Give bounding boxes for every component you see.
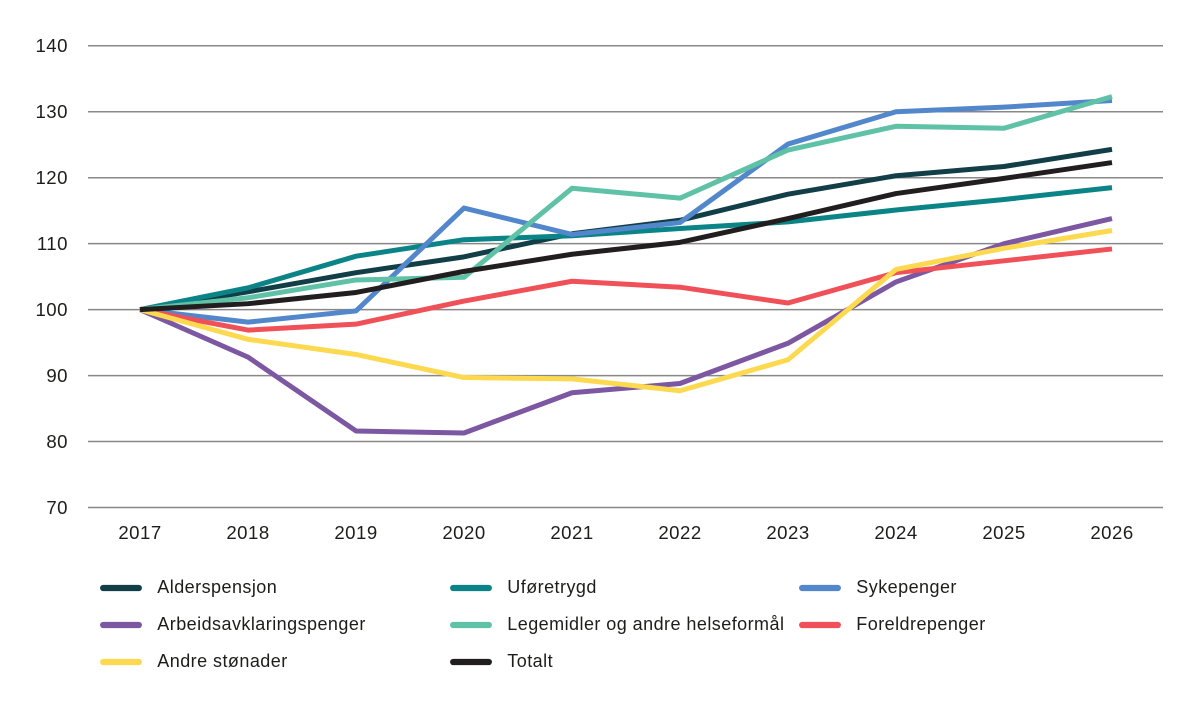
svg-text:2019: 2019: [334, 522, 377, 543]
svg-text:70: 70: [46, 497, 68, 518]
svg-text:130: 130: [35, 101, 68, 122]
svg-text:Sykepenger: Sykepenger: [856, 577, 957, 597]
svg-text:Totalt: Totalt: [507, 651, 553, 671]
svg-text:120: 120: [35, 167, 68, 188]
svg-text:2026: 2026: [1090, 522, 1133, 543]
svg-text:110: 110: [37, 233, 68, 254]
svg-text:140: 140: [35, 35, 68, 56]
svg-text:2025: 2025: [982, 522, 1025, 543]
svg-text:Andre stønader: Andre stønader: [157, 651, 287, 671]
svg-text:90: 90: [46, 365, 68, 386]
svg-text:Foreldrepenger: Foreldrepenger: [856, 614, 985, 634]
svg-text:Arbeidsavklaringspenger: Arbeidsavklaringspenger: [157, 614, 365, 634]
svg-text:80: 80: [46, 431, 68, 452]
svg-text:2022: 2022: [658, 522, 701, 543]
svg-text:2024: 2024: [874, 522, 917, 543]
svg-text:100: 100: [35, 299, 68, 320]
svg-text:2020: 2020: [442, 522, 485, 543]
svg-text:2017: 2017: [118, 522, 161, 543]
svg-text:Legemidler og andre helseformå: Legemidler og andre helseformål: [507, 614, 784, 634]
svg-text:2018: 2018: [226, 522, 269, 543]
svg-text:Uføretrygd: Uføretrygd: [507, 577, 597, 597]
svg-text:2021: 2021: [550, 522, 593, 543]
svg-text:Alderspensjon: Alderspensjon: [157, 577, 277, 597]
svg-text:2023: 2023: [766, 522, 809, 543]
